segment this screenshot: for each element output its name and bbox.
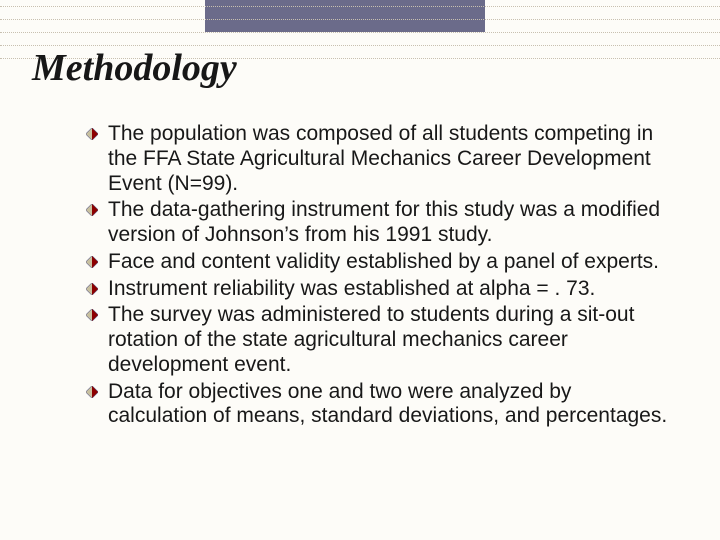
top-color-band bbox=[205, 0, 485, 32]
bullet-text: Data for objectives one and two were ana… bbox=[108, 380, 671, 430]
diamond-bullet-icon bbox=[86, 309, 98, 321]
list-item: The population was composed of all stude… bbox=[86, 122, 671, 196]
diamond-bullet-icon bbox=[86, 128, 98, 140]
list-item: Face and content validity established by… bbox=[86, 250, 671, 275]
diamond-bullet-icon bbox=[86, 256, 98, 268]
diamond-bullet-icon bbox=[86, 386, 98, 398]
bullet-list: The population was composed of all stude… bbox=[86, 122, 671, 431]
slide-title: Methodology bbox=[32, 46, 237, 90]
list-item: The survey was administered to students … bbox=[86, 303, 671, 377]
bullet-text: Instrument reliability was established a… bbox=[108, 277, 671, 302]
bullet-text: The survey was administered to students … bbox=[108, 303, 671, 377]
list-item: Instrument reliability was established a… bbox=[86, 277, 671, 302]
bullet-text: The data-gathering instrument for this s… bbox=[108, 198, 671, 248]
diamond-bullet-icon bbox=[86, 283, 98, 295]
bullet-text: Face and content validity established by… bbox=[108, 250, 671, 275]
diamond-bullet-icon bbox=[86, 204, 98, 216]
list-item: The data-gathering instrument for this s… bbox=[86, 198, 671, 248]
list-item: Data for objectives one and two were ana… bbox=[86, 380, 671, 430]
bullet-text: The population was composed of all stude… bbox=[108, 122, 671, 196]
